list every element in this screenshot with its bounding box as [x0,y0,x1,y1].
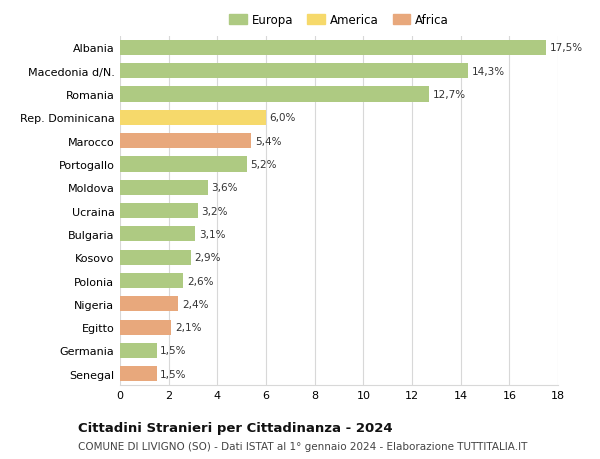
Bar [120,297,178,312]
Text: 1,5%: 1,5% [160,369,187,379]
Text: 2,4%: 2,4% [182,299,209,309]
Text: Cittadini Stranieri per Cittadinanza - 2024: Cittadini Stranieri per Cittadinanza - 2… [78,421,392,434]
Bar [120,227,196,242]
Bar [120,180,208,196]
Bar [120,366,157,381]
Text: 2,1%: 2,1% [175,322,201,332]
Text: COMUNE DI LIVIGNO (SO) - Dati ISTAT al 1° gennaio 2024 - Elaborazione TUTTITALIA: COMUNE DI LIVIGNO (SO) - Dati ISTAT al 1… [78,441,527,451]
Text: 3,6%: 3,6% [211,183,238,193]
Text: 1,5%: 1,5% [160,346,187,356]
Bar [120,157,247,172]
Bar [120,64,468,79]
Text: 2,9%: 2,9% [194,252,221,263]
Text: 5,4%: 5,4% [255,136,281,146]
Bar [120,134,251,149]
Text: 17,5%: 17,5% [550,43,583,53]
Bar [120,111,266,126]
Bar [120,274,183,288]
Legend: Europa, America, Africa: Europa, America, Africa [229,14,449,28]
Bar [120,204,198,218]
Text: 3,1%: 3,1% [199,230,226,240]
Text: 2,6%: 2,6% [187,276,214,286]
Bar [120,41,546,56]
Text: 5,2%: 5,2% [250,160,277,170]
Bar [120,320,171,335]
Text: 3,2%: 3,2% [202,206,228,216]
Bar [120,87,429,102]
Text: 6,0%: 6,0% [269,113,296,123]
Bar [120,250,191,265]
Text: 14,3%: 14,3% [472,67,505,77]
Bar [120,343,157,358]
Text: 12,7%: 12,7% [433,90,466,100]
